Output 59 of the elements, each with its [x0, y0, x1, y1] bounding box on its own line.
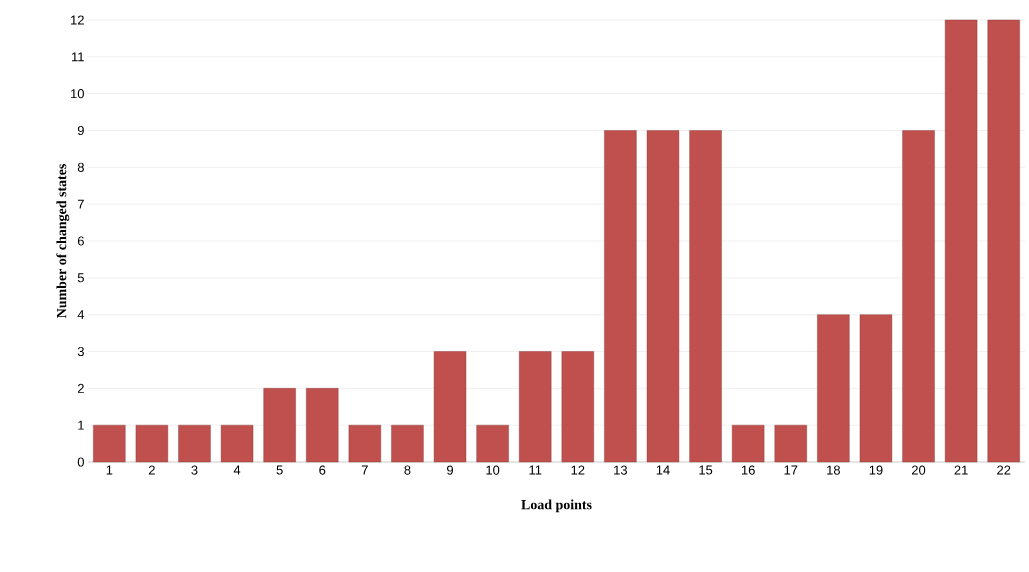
x-tick-label: 19 — [869, 465, 883, 475]
y-tick-label: 2 — [77, 383, 84, 393]
y-axis-title: Number of changed states — [56, 164, 70, 319]
x-tick-label: 15 — [699, 465, 713, 475]
y-tick-label: 10 — [71, 89, 84, 99]
bar — [178, 424, 211, 463]
bar — [561, 351, 594, 463]
x-tick-label: 13 — [614, 465, 628, 475]
x-axis-title: Load points — [521, 499, 592, 513]
x-tick-label: 10 — [486, 465, 500, 475]
bar — [902, 130, 935, 463]
y-tick-label: 1 — [78, 420, 84, 430]
y-tick-label: 4 — [77, 310, 85, 320]
y-tick-label: 12 — [71, 15, 84, 25]
y-tick-label: 5 — [77, 273, 84, 283]
x-tick-label: 18 — [827, 465, 840, 475]
bar — [944, 19, 978, 463]
bar — [433, 351, 467, 463]
x-tick-label: 22 — [997, 465, 1011, 475]
x-tick-label: 17 — [784, 465, 798, 475]
bar — [135, 424, 169, 463]
y-tick-label: 9 — [77, 125, 84, 136]
bar — [732, 424, 765, 463]
y-tick-label: 11 — [72, 52, 84, 62]
x-tick-label: 21 — [954, 465, 968, 475]
x-tick-label: 6 — [319, 465, 326, 475]
bar — [306, 388, 339, 463]
bar — [689, 130, 722, 463]
y-tick-label: 0 — [77, 457, 84, 467]
y-tick-label: 8 — [77, 162, 84, 172]
x-tick-label: 20 — [911, 465, 926, 475]
bar — [987, 19, 1020, 463]
x-tick-label: 14 — [656, 465, 670, 475]
bar — [263, 388, 296, 463]
bar — [604, 130, 637, 463]
x-tick-label: 5 — [276, 465, 283, 475]
x-tick-label: 8 — [404, 465, 411, 475]
bar — [646, 130, 680, 463]
x-tick-label: 16 — [741, 465, 755, 475]
x-tick-label: 9 — [447, 465, 454, 475]
bar — [859, 314, 893, 463]
y-tick-label: 6 — [77, 236, 84, 246]
x-tick-label: 7 — [361, 465, 368, 475]
bar — [348, 424, 382, 463]
x-tick-label: 11 — [529, 465, 542, 475]
bar — [817, 314, 850, 463]
bar — [220, 424, 254, 463]
y-tick-label: 3 — [77, 346, 84, 357]
bar — [519, 351, 552, 463]
x-tick-label: 3 — [191, 465, 198, 475]
bar — [476, 424, 509, 463]
x-tick-label: 4 — [233, 465, 241, 475]
bar — [774, 424, 807, 463]
x-tick-label: 12 — [571, 465, 585, 475]
x-tick-label: 2 — [148, 465, 155, 475]
y-tick-label: 7 — [77, 199, 84, 209]
x-tick-label: 1 — [106, 465, 113, 475]
bar — [391, 424, 424, 463]
bar — [93, 424, 126, 463]
